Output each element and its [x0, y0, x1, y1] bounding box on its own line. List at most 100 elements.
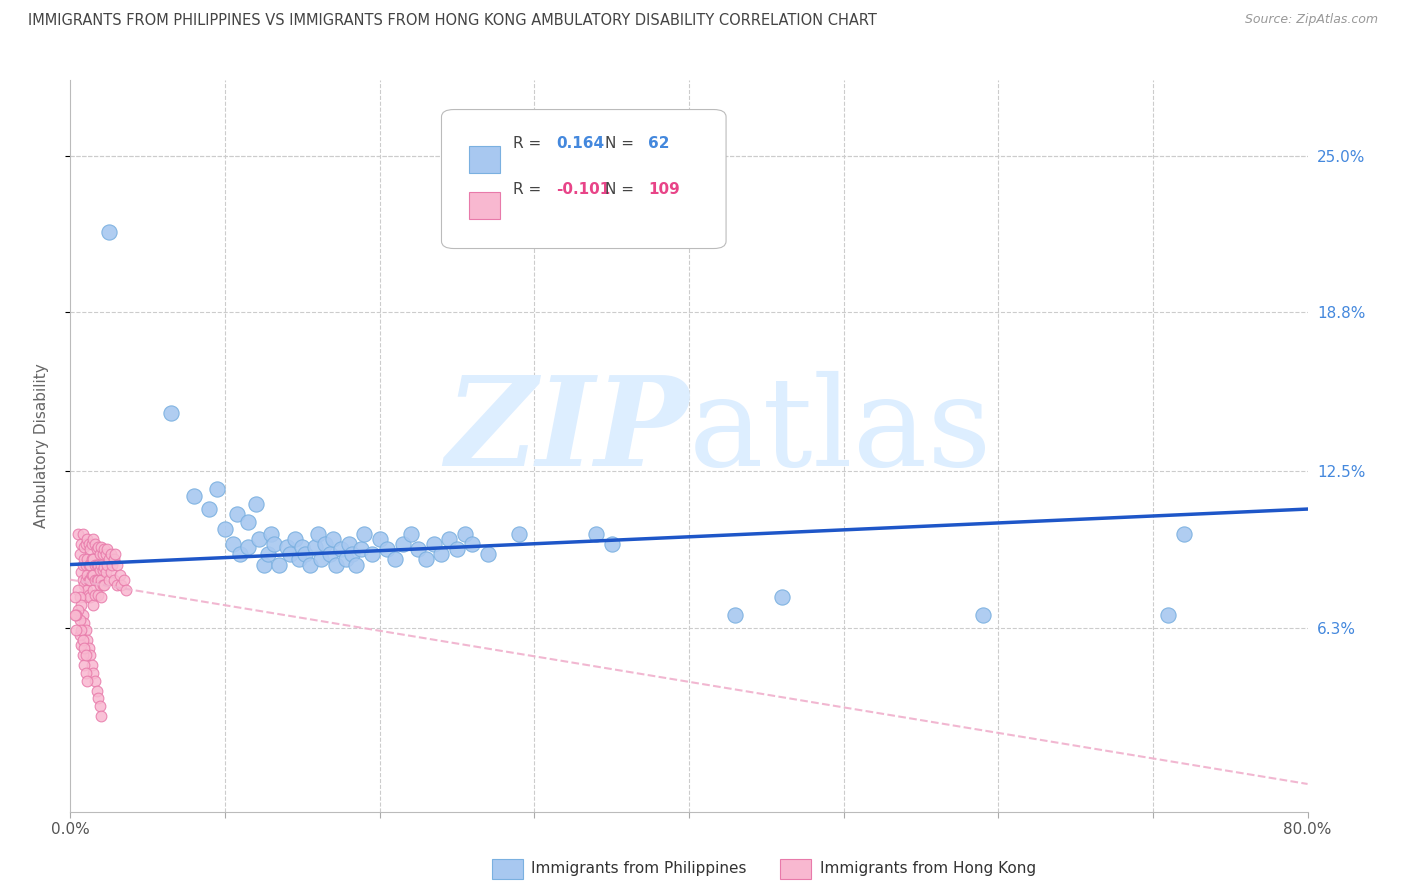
Point [392, 537, 415, 551]
Point [90, 558, 112, 572]
Point [84, 588, 107, 602]
Point [79, 591, 101, 605]
Point [724, 607, 747, 622]
Point [257, 548, 280, 562]
Text: ZIP: ZIP [446, 370, 689, 492]
Point [75, 558, 97, 572]
Point [90, 540, 112, 554]
Point [346, 558, 368, 572]
Point [477, 548, 499, 562]
Point [86, 683, 108, 698]
Point [214, 522, 236, 536]
Point [63, 591, 86, 605]
Point [73, 552, 96, 566]
Point [73, 540, 96, 554]
Point [276, 540, 298, 554]
Point [80, 552, 103, 566]
Point [91, 548, 114, 562]
Point [461, 537, 484, 551]
Point [284, 533, 307, 547]
Point [89, 548, 111, 562]
Point [269, 558, 291, 572]
Point [75, 573, 97, 587]
Point [90, 573, 112, 587]
Point [73, 640, 96, 655]
Point [84, 558, 107, 572]
Point [72, 527, 94, 541]
Point [247, 533, 270, 547]
Point [80, 567, 103, 582]
Point [76, 673, 98, 688]
Point [294, 548, 316, 562]
Point [108, 567, 131, 582]
Point [104, 548, 127, 562]
Point [100, 565, 122, 579]
Point [70, 638, 93, 652]
Point [226, 507, 249, 521]
Point [75, 537, 97, 551]
Text: 62: 62 [648, 136, 669, 152]
Point [110, 578, 132, 592]
Point [600, 537, 623, 551]
Point [91, 563, 114, 577]
Point [105, 558, 128, 572]
Point [446, 542, 468, 557]
Bar [468, 192, 499, 219]
Text: R =: R = [513, 183, 547, 197]
Point [105, 578, 128, 592]
Point [91, 578, 114, 592]
Point [69, 591, 91, 605]
Point [454, 527, 477, 541]
Point [69, 548, 91, 562]
Point [585, 527, 607, 541]
Point [79, 542, 101, 557]
Point [67, 603, 90, 617]
Text: N =: N = [605, 183, 638, 197]
Point [415, 552, 437, 566]
Point [361, 548, 384, 562]
Point [103, 573, 125, 587]
Point [67, 527, 90, 541]
Point [238, 540, 260, 554]
Text: Source: ZipAtlas.com: Source: ZipAtlas.com [1244, 13, 1378, 27]
Point [75, 648, 97, 663]
Point [75, 665, 97, 680]
Point [278, 548, 301, 562]
Point [377, 542, 399, 557]
Point [340, 548, 363, 562]
Point [90, 709, 112, 723]
Point [84, 673, 107, 688]
Y-axis label: Ambulatory Disability: Ambulatory Disability [35, 364, 49, 528]
Point [72, 633, 94, 648]
Point [72, 648, 94, 663]
Point [304, 540, 326, 554]
Point [368, 533, 391, 547]
Point [408, 542, 430, 557]
Point [288, 552, 311, 566]
Point [86, 542, 108, 557]
Text: -0.101: -0.101 [557, 183, 610, 197]
Point [93, 542, 115, 557]
Point [76, 567, 98, 582]
Point [65, 623, 87, 637]
Point [89, 563, 111, 577]
Point [87, 588, 110, 602]
Point [335, 552, 357, 566]
Point [73, 615, 96, 630]
Point [399, 527, 422, 541]
Text: 0.164: 0.164 [557, 136, 605, 152]
Point [1173, 527, 1195, 541]
Point [87, 691, 110, 706]
Point [76, 582, 98, 597]
Point [101, 558, 124, 572]
Point [93, 578, 115, 592]
Point [65, 607, 87, 622]
Point [86, 573, 108, 587]
Point [98, 225, 121, 239]
Point [508, 527, 530, 541]
Point [384, 552, 406, 566]
Point [80, 658, 103, 673]
Point [972, 607, 994, 622]
Point [93, 560, 115, 574]
Point [73, 658, 96, 673]
